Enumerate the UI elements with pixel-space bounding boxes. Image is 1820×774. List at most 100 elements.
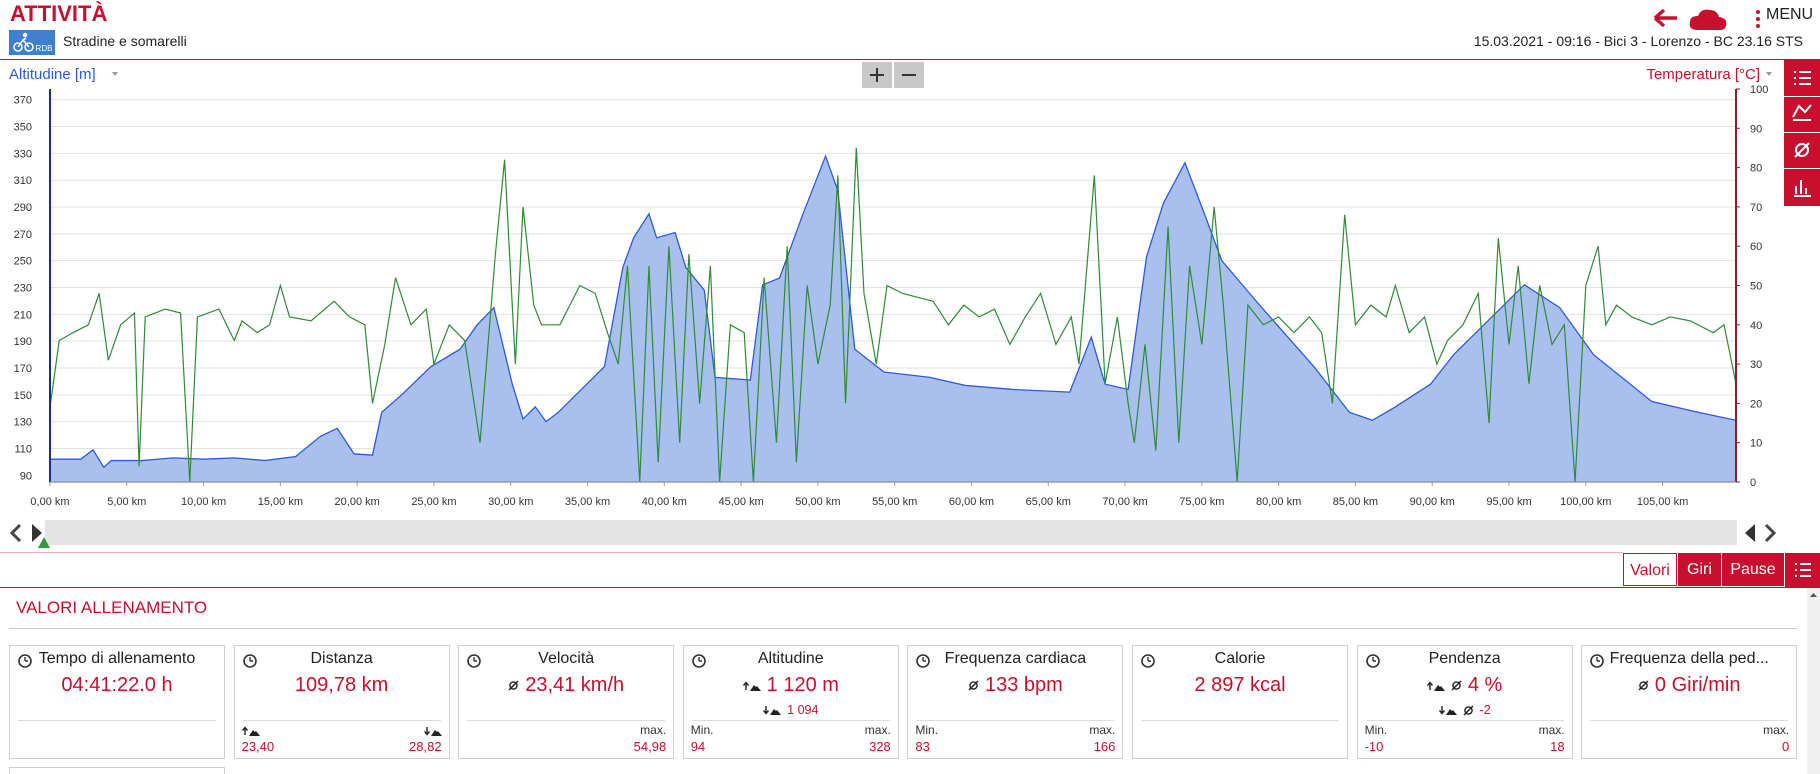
card-sub-value: -2: [1479, 703, 1491, 717]
cloud-icon[interactable]: [1689, 9, 1727, 30]
card-separator: [1365, 720, 1564, 721]
x-tick-label: 45,00 km: [718, 496, 763, 508]
card-right-label: max.: [1538, 723, 1565, 737]
activity-info: 15.03.2021 - 09:16 - Bici 3 - Lorenzo - …: [1473, 33, 1803, 49]
x-tick-label: 20,00 km: [335, 496, 380, 508]
card-title: Velocità: [538, 650, 595, 667]
card-value: 133 bpm: [984, 674, 1063, 696]
card-right-label: max.: [1089, 723, 1116, 737]
card-value: 0 Giri/min: [1654, 674, 1741, 696]
card-value-row: 2 897 kcal: [1133, 674, 1347, 697]
stat-card: Tempo di allenamento 04:41:22.0 h: [9, 645, 225, 759]
x-tick-label: 95,00 km: [1486, 496, 1531, 508]
card-value-row: 4 %: [1358, 674, 1572, 697]
card-left-value: 83: [915, 739, 930, 754]
card-value-row: 1 120 m: [684, 674, 898, 697]
card-value-row: 0 Giri/min: [1582, 674, 1796, 697]
x-tick-label: 75,00 km: [1179, 496, 1224, 508]
stat-card: Frequenza della ped... 0 Giri/min max. 0: [1581, 645, 1798, 759]
y2-tick-label: 80: [1750, 163, 1762, 175]
y-tick-label: 290: [14, 202, 32, 214]
y2-tick-label: 10: [1750, 438, 1762, 450]
page-title: ATTIVITÀ: [10, 1, 108, 26]
range-slider[interactable]: [45, 520, 1737, 545]
card-right-value: 0: [1781, 739, 1790, 754]
section-title: VALORI ALLENAMENTO: [16, 598, 208, 617]
card-left-label: Min.: [1364, 723, 1388, 737]
y-tick-label: 150: [14, 390, 32, 402]
stat-card: [9, 767, 225, 774]
card-sub-row: -2: [1358, 703, 1572, 717]
logo: RDB: [9, 30, 55, 55]
card-left-value: 23,40: [241, 726, 274, 754]
x-tick-label: 85,00 km: [1333, 496, 1378, 508]
card-value: 2 897 kcal: [1194, 674, 1286, 696]
card-title: Altitudine: [757, 650, 824, 667]
x-tick-label: 100,00 km: [1560, 496, 1611, 508]
y-tick-label: 90: [20, 470, 32, 482]
x-tick-label: 55,00 km: [872, 496, 917, 508]
x-tick-label: 65,00 km: [1026, 496, 1071, 508]
card-value: 1 120 m: [766, 674, 839, 696]
tab[interactable]: Pause: [1722, 553, 1784, 586]
card-right-value: 166: [1093, 739, 1116, 754]
y2-tick-label: 60: [1750, 241, 1762, 253]
card-sub-row: 1 094: [684, 703, 898, 717]
y-tick-label: 230: [14, 283, 32, 295]
card-value: 109,78 km: [294, 674, 389, 696]
card-left-label: Min.: [690, 723, 714, 737]
card-right-label: max.: [864, 723, 891, 737]
y2-tick-label: 50: [1750, 281, 1762, 293]
x-tick-label: 5,00 km: [107, 496, 146, 508]
scrollbar[interactable]: [1807, 588, 1820, 774]
slider-handle[interactable]: [38, 537, 50, 548]
card-value: 23,41 km/h: [525, 674, 625, 696]
x-tick-label: 35,00 km: [565, 496, 610, 508]
y2-tick-label: 70: [1750, 202, 1762, 214]
card-separator: [691, 720, 890, 721]
y2-tick-label: 20: [1750, 398, 1762, 410]
y2-tick-label: 100: [1750, 84, 1768, 96]
card-right-value: 328: [869, 739, 891, 754]
x-tick-label: 50,00 km: [795, 496, 840, 508]
x-tick-label: 0,00 km: [30, 496, 69, 508]
x-tick-label: 15,00 km: [258, 496, 303, 508]
card-value: 04:41:22.0 h: [61, 674, 173, 696]
card-separator: [916, 720, 1115, 721]
stat-card: Frequenza cardiaca 133 bpm Min. 83 max. 166: [907, 645, 1124, 759]
back-icon[interactable]: [1653, 8, 1677, 28]
x-tick-label: 60,00 km: [949, 496, 994, 508]
x-tick-label: 30,00 km: [488, 496, 533, 508]
y2-tick-label: 0: [1750, 477, 1756, 489]
y-tick-label: 330: [14, 148, 32, 160]
scroll-right[interactable]: [1764, 523, 1777, 543]
card-separator: [1141, 720, 1339, 721]
card-value-row: 23,41 km/h: [459, 674, 673, 697]
chart: 90 110 130 150 170 190 210 230 250 270 290 310 330 35…: [9, 62, 1777, 548]
card-right-value: 54,98: [633, 739, 667, 754]
y2-axis-title: Temperatura [°C]: [1646, 66, 1760, 83]
scroll-left[interactable]: [9, 523, 22, 543]
tab[interactable]: Valori: [1623, 553, 1677, 586]
card-title: Calorie: [1214, 650, 1266, 667]
menu-button[interactable]: MENU: [1766, 6, 1814, 23]
card-value-row: 109,78 km: [235, 674, 449, 697]
logo-text: RDB: [36, 44, 53, 53]
card-separator: [242, 720, 441, 721]
y2-tick-label: 30: [1750, 359, 1762, 371]
divider: [0, 587, 1820, 588]
stat-card: Pendenza 4 % -2 Min. -10 max. 18: [1356, 645, 1573, 759]
card-title: Pendenza: [1428, 650, 1501, 667]
list-button[interactable]: [1785, 553, 1820, 587]
card-title: Frequenza della ped...: [1609, 650, 1769, 667]
card-sub-value: 1 094: [787, 703, 819, 717]
tab[interactable]: Giri: [1678, 553, 1721, 586]
card-separator: [18, 720, 216, 721]
card-left-value: 94: [690, 739, 706, 754]
y-tick-label: 130: [14, 417, 32, 429]
stat-card: Altitudine 1 120 m 1 094 Min. 94 max. 328: [682, 645, 899, 759]
divider: [0, 552, 1623, 553]
x-tick-label: 105,00 km: [1637, 496, 1688, 508]
y-tick-label: 210: [14, 309, 32, 321]
